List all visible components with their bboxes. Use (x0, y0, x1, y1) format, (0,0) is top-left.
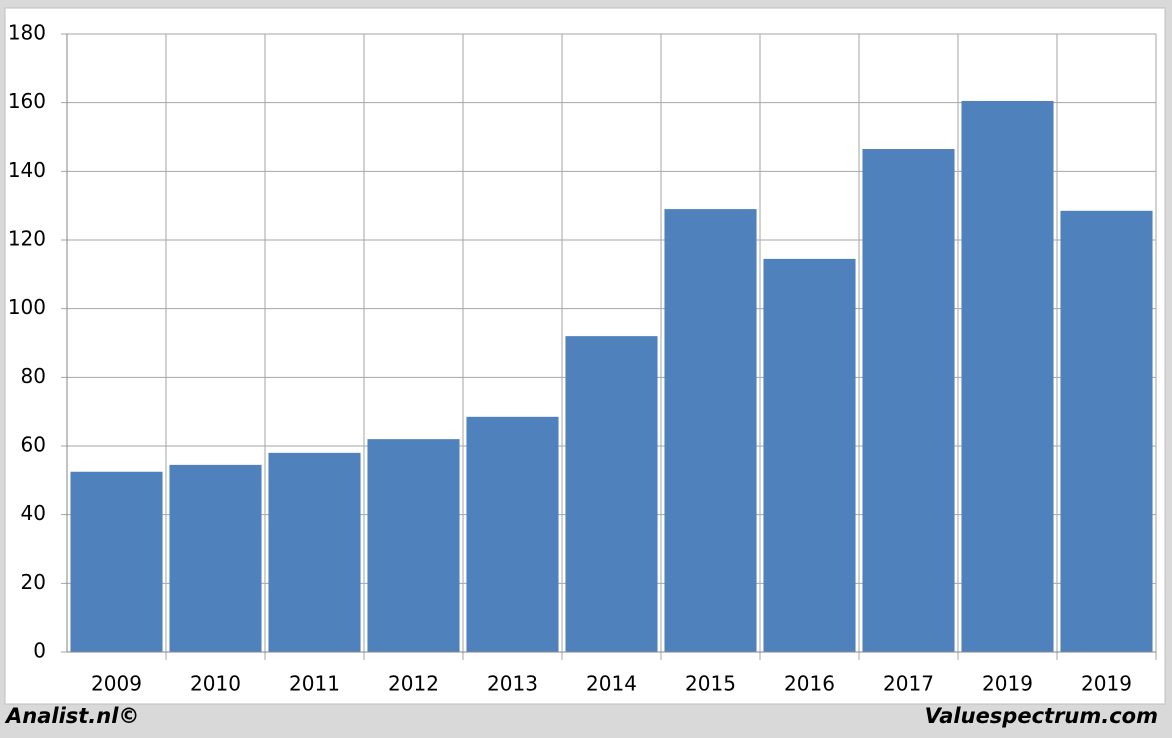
y-tick-label: 60 (21, 433, 46, 457)
bar (367, 439, 460, 652)
y-tick-label: 40 (21, 501, 46, 525)
x-tick-label: 2011 (289, 672, 340, 696)
y-tick-label: 100 (8, 295, 46, 319)
y-tick-label: 0 (33, 639, 46, 663)
x-tick-label: 2014 (586, 672, 637, 696)
y-tick-label: 140 (8, 158, 46, 182)
bar (169, 464, 262, 652)
bar (565, 336, 658, 652)
y-tick-label: 180 (8, 21, 46, 45)
x-tick-label: 2013 (487, 672, 538, 696)
x-tick-label: 2019 (1081, 672, 1132, 696)
footer-left: Analist.nl© (4, 704, 139, 728)
x-tick-label: 2019 (982, 672, 1033, 696)
x-tick-label: 2010 (190, 672, 241, 696)
x-tick-label: 2012 (388, 672, 439, 696)
footer-right: Valuespectrum.com (925, 704, 1158, 728)
bar (664, 209, 757, 652)
bar (70, 471, 163, 652)
bar (763, 258, 856, 652)
bar (862, 149, 955, 652)
y-tick-label: 20 (21, 570, 46, 594)
bar (1060, 210, 1153, 653)
bar (466, 416, 559, 652)
x-tick-label: 2016 (784, 672, 835, 696)
y-tick-label: 160 (8, 89, 46, 113)
bar (268, 452, 361, 652)
x-tick-label: 2015 (685, 672, 736, 696)
y-tick-label: 120 (8, 227, 46, 251)
x-tick-label: 2017 (883, 672, 934, 696)
bar (961, 100, 1054, 652)
x-tick-label: 2009 (91, 672, 142, 696)
y-tick-label: 80 (21, 364, 46, 388)
